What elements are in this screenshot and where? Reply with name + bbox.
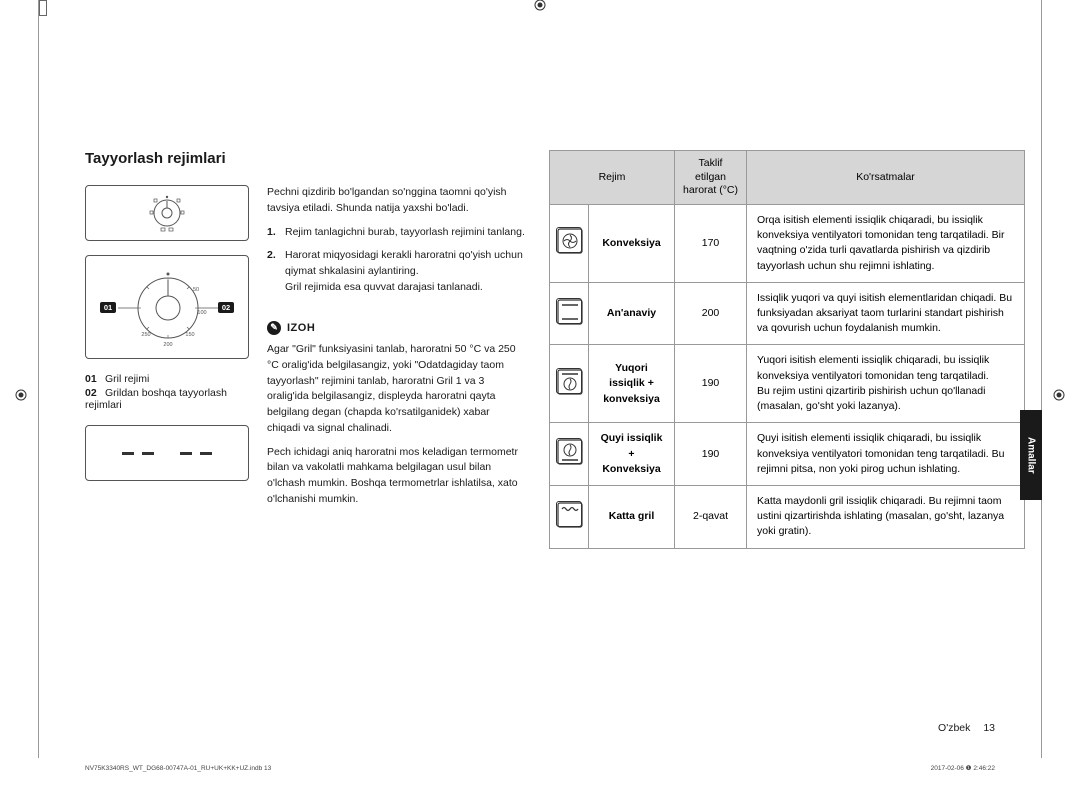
table-row: Yuqori issiqlik + konveksiya190Yuqori is… (550, 345, 1025, 423)
svg-text:250: 250 (141, 332, 150, 338)
table-row: Katta gril2-qavatKatta maydonli gril iss… (550, 485, 1025, 548)
mode-icon-cell (550, 282, 589, 345)
mode-icon-cell (550, 485, 589, 548)
crop-mark-right (1052, 388, 1066, 402)
step-text: Rejim tanlagichni burab, tayyorlash reji… (285, 226, 525, 238)
top-convection-icon (556, 368, 582, 394)
step-list: 1. Rejim tanlagichni burab, tayyorlash r… (267, 225, 525, 296)
callout-02: 02 (218, 302, 234, 313)
mode-desc: Katta maydonli gril issiqlik chiqaradi. … (747, 485, 1025, 548)
convection-icon (556, 227, 582, 253)
legend-label: Grildan boshqa tayyorlash rejimlari (85, 387, 227, 411)
mode-name: An'anaviy (589, 282, 675, 345)
side-tab: Amallar (1020, 410, 1042, 500)
meta-right: 2017-02-06 ❶ 2:46:22 (931, 764, 995, 772)
diagrams-column: 50 100 150 200 250 (85, 185, 249, 516)
section-title: Tayyorlash rejimlari (85, 150, 525, 167)
legend-num: 02 (85, 387, 105, 399)
left-column: Tayyorlash rejimlari (85, 150, 525, 549)
svg-text:150: 150 (185, 332, 194, 338)
mode-name: Quyi issiqlik + Konveksiya (589, 423, 675, 486)
step-text: Harorat miqyosidagi kerakli haroratni qo… (285, 249, 523, 293)
mode-desc: Quyi isitish elementi issiqlik chiqaradi… (747, 423, 1025, 486)
mode-temp: 200 (675, 282, 747, 345)
mode-icon-cell (550, 204, 589, 282)
note-title: IZOH (287, 320, 315, 337)
table-row: Quyi issiqlik + Konveksiya190Quyi isitis… (550, 423, 1025, 486)
footer-page: 13 (983, 722, 995, 734)
meta-left: NV75K3340RS_WT_DG68-00747A-01_RU+UK+KK+U… (85, 765, 271, 772)
mode-desc: Orqa isitish elementi issiqlik chiqaradi… (747, 204, 1025, 282)
svg-text:100: 100 (197, 310, 206, 316)
step-num: 2. (267, 248, 276, 264)
mode-temp: 170 (675, 204, 747, 282)
mode-dial-diagram (85, 185, 249, 241)
footer: O'zbek 13 (938, 722, 995, 734)
legend-label: Gril rejimi (105, 373, 149, 385)
table-row: An'anaviy200Issiqlik yuqori va quyi isit… (550, 282, 1025, 345)
svg-text:200: 200 (163, 342, 172, 348)
crop-mark-left (14, 388, 28, 402)
step-num: 1. (267, 225, 276, 241)
bottom-convection-icon (556, 438, 582, 464)
mode-desc: Issiqlik yuqori va quyi isitish elementl… (747, 282, 1025, 345)
svg-text:50: 50 (193, 287, 199, 293)
th-temp: Taklif etilgan harorat (°C) (675, 151, 747, 205)
th-mode: Rejim (550, 151, 675, 205)
mode-desc: Yuqori isitish elementi issiqlik chiqara… (747, 345, 1025, 423)
step-item: 1. Rejim tanlagichni burab, tayyorlash r… (267, 225, 525, 241)
legend: 01Gril rejimi 02Grildan boshqa tayyorlas… (85, 373, 249, 411)
note-header: ✎ IZOH (267, 320, 525, 337)
note-p1: Agar "Gril" funksiyasini tanlab, harorat… (267, 342, 525, 437)
crop-mark-top (533, 0, 547, 12)
display-diagram (85, 425, 249, 481)
step-item: 2. Harorat miqyosidagi kerakli haroratni… (267, 248, 525, 295)
instructions-column: Pechni qizdirib bo'lgandan so'nggina tao… (267, 185, 525, 516)
modes-table: Rejim Taklif etilgan harorat (°C) Ko'rsa… (549, 150, 1025, 549)
note-p2: Pech ichidagi aniq haroratni mos keladig… (267, 445, 525, 508)
callout-01: 01 (100, 302, 116, 313)
temp-dial-diagram: 50 100 150 200 250 (85, 255, 249, 359)
mode-name: Yuqori issiqlik + konveksiya (589, 345, 675, 423)
large-grill-icon (556, 501, 582, 527)
mode-temp: 190 (675, 423, 747, 486)
mode-name: Katta gril (589, 485, 675, 548)
th-desc: Ko'rsatmalar (747, 151, 1025, 205)
table-row: Konveksiya170Orqa isitish elementi issiq… (550, 204, 1025, 282)
intro-text: Pechni qizdirib bo'lgandan so'nggina tao… (267, 185, 525, 217)
mode-icon-cell (550, 423, 589, 486)
mode-name: Konveksiya (589, 204, 675, 282)
mode-icon-cell (550, 345, 589, 423)
conventional-icon (556, 298, 582, 324)
content-area: Tayyorlash rejimlari (85, 150, 1025, 549)
note-icon: ✎ (267, 321, 281, 335)
legend-num: 01 (85, 373, 105, 385)
mode-temp: 2-qavat (675, 485, 747, 548)
right-column: Rejim Taklif etilgan harorat (°C) Ko'rsa… (549, 150, 1025, 549)
mode-temp: 190 (675, 345, 747, 423)
footer-lang: O'zbek (938, 722, 970, 734)
